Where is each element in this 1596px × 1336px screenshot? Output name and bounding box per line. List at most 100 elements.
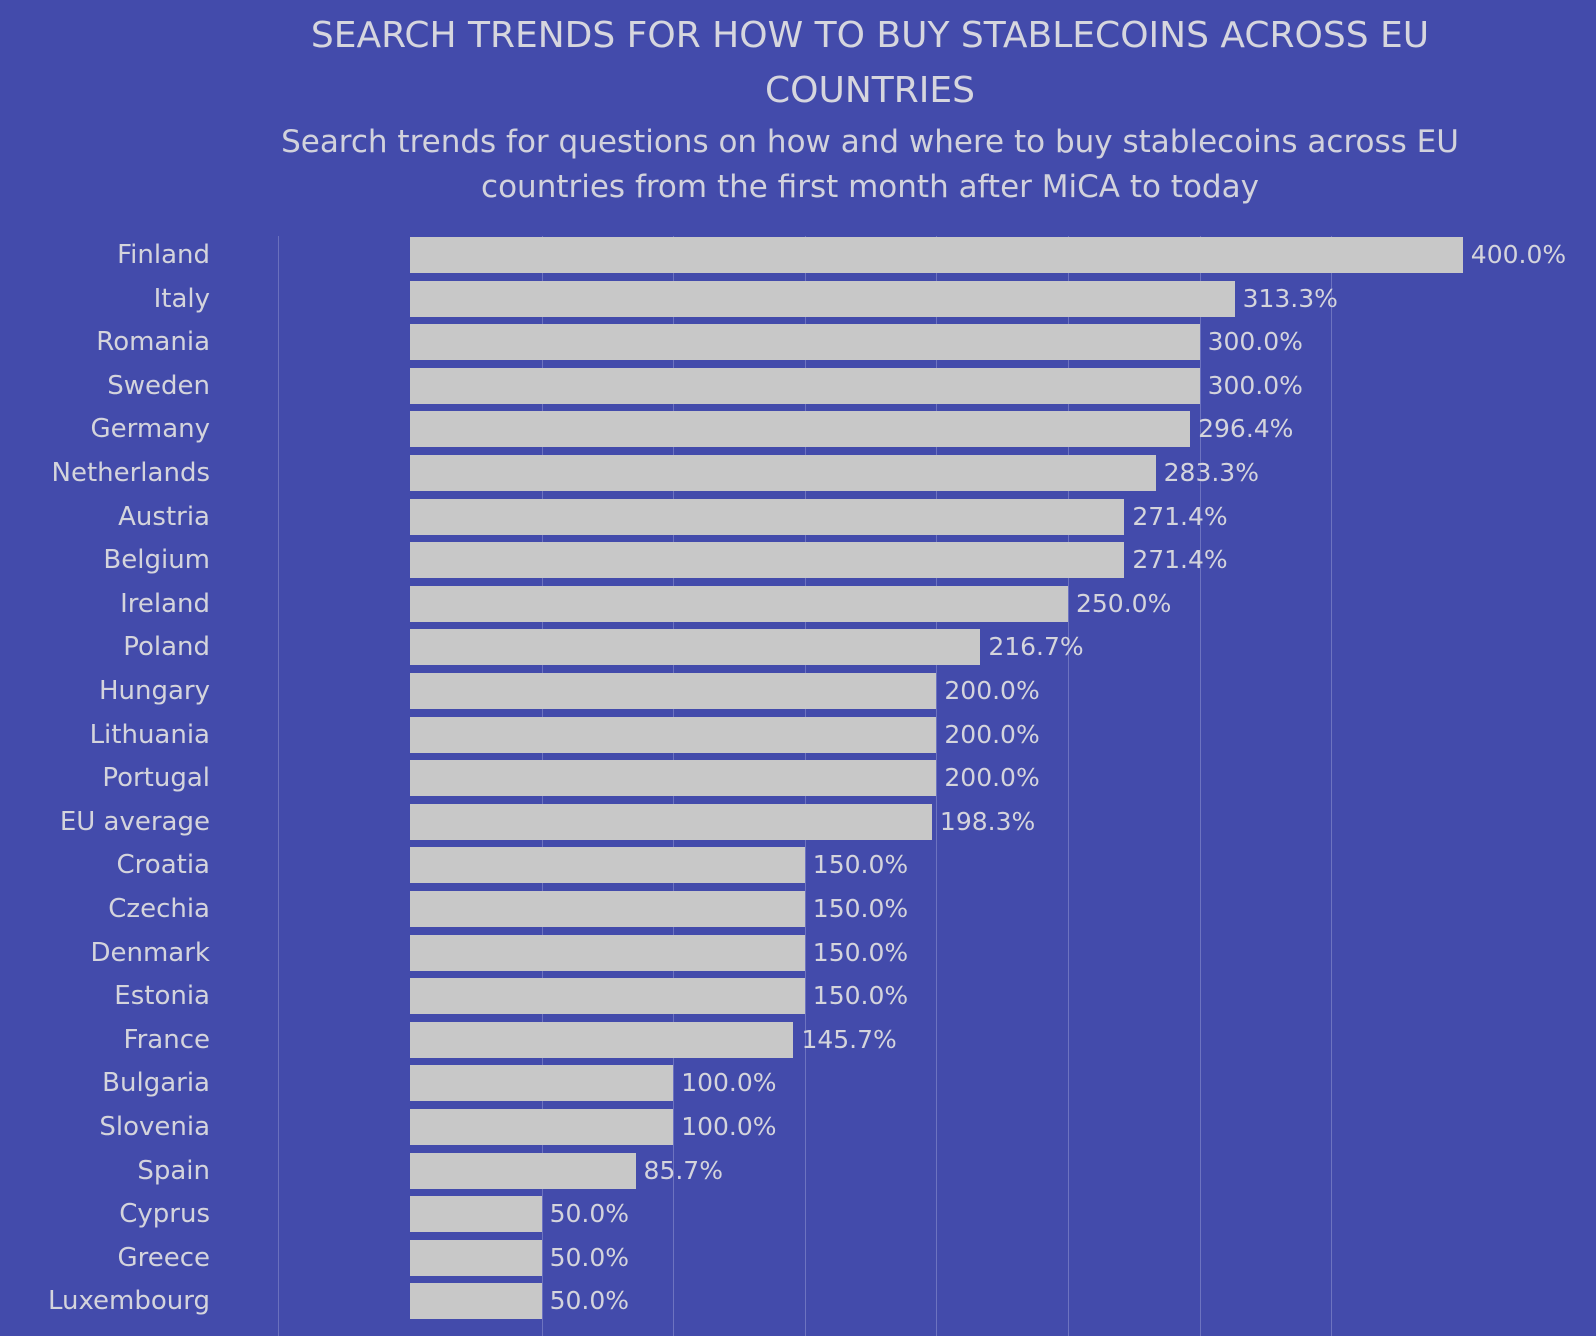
plot-area: Finland 400.0% Italy 313.3% Romania 300.0% Swe… (0, 236, 1596, 1336)
category-label: Greece (117, 1242, 210, 1273)
bar[interactable] (410, 716, 937, 753)
category-label: Finland (117, 240, 210, 270)
value-label: 50.0% (549, 1199, 630, 1229)
bar[interactable] (410, 498, 1125, 535)
bar[interactable] (410, 237, 1463, 273)
bar-row: Cyprus 50.0% (0, 1195, 1596, 1239)
category-label: Croatia (116, 850, 210, 881)
bar-row: Sweden 300.0% (0, 367, 1596, 411)
value-label: 50.0% (549, 1242, 630, 1272)
bar-row: Hungary 200.0% (0, 672, 1596, 716)
category-label: Sweden (107, 370, 210, 401)
category-label: Bulgaria (102, 1068, 210, 1099)
value-label: 200.0% (944, 676, 1040, 705)
bar[interactable] (410, 1065, 674, 1102)
chart-subtitle: Search trends for questions on how and w… (281, 124, 1459, 205)
value-label: 283.3% (1163, 458, 1259, 487)
value-label: 100.0% (681, 1068, 777, 1098)
bar[interactable] (410, 847, 805, 884)
bar-row: Ireland 250.0% (0, 585, 1596, 629)
value-label: 145.7% (801, 1024, 897, 1054)
value-label: 150.0% (812, 850, 909, 880)
bar-row: Romania 300.0% (0, 323, 1596, 367)
bar-row: Slovenia 100.0% (0, 1108, 1596, 1152)
bar-row: Germany 296.4% (0, 410, 1596, 454)
bar[interactable] (410, 934, 805, 971)
category-label: Estonia (114, 981, 210, 1012)
bar[interactable] (410, 803, 932, 840)
category-label: Poland (123, 632, 210, 663)
bar-row: Netherlands 283.3% (0, 454, 1596, 498)
bar-row: Croatia 150.0% (0, 846, 1596, 890)
bar-row: Lithuania 200.0% (0, 716, 1596, 760)
value-label: 313.3% (1242, 283, 1338, 313)
bar[interactable] (410, 585, 1068, 622)
bar[interactable] (410, 367, 1200, 404)
bar-row: Bulgaria 100.0% (0, 1064, 1596, 1108)
bar[interactable] (410, 1283, 542, 1320)
bar[interactable] (410, 673, 937, 709)
bar-row: Italy 313.3% (0, 280, 1596, 324)
chart-title: SEARCH TRENDS FOR HOW TO BUY STABLECOINS… (310, 15, 1430, 111)
value-label: 300.0% (1207, 327, 1303, 357)
category-label: Denmark (90, 937, 210, 968)
bar-row: Belgium 271.4% (0, 541, 1596, 585)
bar-row: France 145.7% (0, 1021, 1596, 1065)
bar[interactable] (410, 1196, 542, 1233)
bar-row: EU average 198.3% (0, 803, 1596, 847)
bar-row: Luxembourg 50.0% (0, 1282, 1596, 1326)
value-label: 296.4% (1198, 414, 1294, 444)
category-label: Spain (137, 1155, 210, 1186)
value-label: 271.4% (1132, 501, 1228, 531)
bar-row: Greece 50.0% (0, 1239, 1596, 1283)
category-label: Lithuania (89, 719, 210, 750)
bar[interactable] (410, 1109, 674, 1145)
bar[interactable] (410, 280, 1235, 317)
bar-row: Czechia 150.0% (0, 890, 1596, 934)
bar-row: Denmark 150.0% (0, 934, 1596, 978)
category-label: Austria (118, 501, 210, 532)
value-label: 50.0% (549, 1286, 630, 1316)
gridline (1068, 236, 1069, 1336)
value-label: 400.0% (1470, 240, 1567, 269)
category-label: EU average (59, 806, 210, 837)
bar[interactable] (410, 1239, 542, 1276)
category-label: Romania (96, 327, 210, 358)
bar[interactable] (410, 629, 981, 666)
value-label: 100.0% (681, 1112, 777, 1141)
value-label: 150.0% (812, 981, 909, 1011)
category-label: Slovenia (99, 1112, 210, 1142)
value-label: 150.0% (812, 894, 909, 923)
bar[interactable] (410, 542, 1125, 579)
bar[interactable] (410, 891, 805, 927)
bar[interactable] (410, 324, 1200, 361)
gridline (936, 236, 938, 1336)
category-label: Cyprus (119, 1199, 210, 1230)
category-label: Belgium (103, 545, 210, 576)
value-label: 200.0% (944, 719, 1040, 749)
category-label: Italy (153, 283, 210, 314)
bar-row: Portugal 200.0% (0, 759, 1596, 803)
bar-row: Spain 85.7% (0, 1152, 1596, 1196)
value-label: 250.0% (1076, 588, 1172, 618)
bar[interactable] (410, 978, 805, 1015)
value-label: 150.0% (812, 937, 909, 967)
bar[interactable] (410, 411, 1191, 448)
value-label: 271.4% (1132, 545, 1228, 575)
y-axis-line (278, 236, 279, 1336)
category-label: Luxembourg (47, 1286, 210, 1317)
bar[interactable] (410, 1152, 636, 1189)
bar[interactable] (410, 760, 937, 797)
category-label: Portugal (102, 763, 210, 794)
bar[interactable] (410, 455, 1156, 491)
value-label: 85.7% (643, 1155, 723, 1185)
bar[interactable] (410, 1021, 794, 1058)
value-label: 198.3% (939, 806, 1036, 836)
value-label: 300.0% (1207, 370, 1303, 400)
bar-row: Poland 216.7% (0, 628, 1596, 672)
bar-row: Estonia 150.0% (0, 977, 1596, 1021)
category-label: Germany (90, 414, 210, 445)
category-label: Ireland (120, 588, 210, 619)
category-label: Netherlands (51, 458, 211, 488)
value-label: 200.0% (944, 763, 1040, 793)
